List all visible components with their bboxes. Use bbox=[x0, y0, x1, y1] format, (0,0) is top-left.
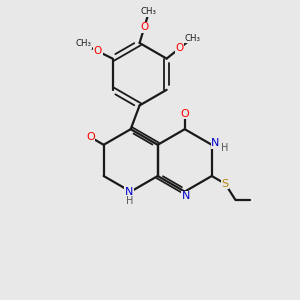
Text: O: O bbox=[94, 46, 102, 56]
Text: H: H bbox=[221, 143, 229, 153]
Text: O: O bbox=[86, 132, 94, 142]
Text: CH₃: CH₃ bbox=[75, 40, 91, 49]
Text: O: O bbox=[180, 109, 189, 119]
Text: N: N bbox=[211, 138, 220, 148]
Text: O: O bbox=[175, 44, 184, 53]
Text: N: N bbox=[182, 191, 190, 201]
Text: O: O bbox=[140, 22, 148, 32]
Text: S: S bbox=[222, 179, 229, 189]
Text: N: N bbox=[125, 187, 134, 196]
Text: CH₃: CH₃ bbox=[184, 34, 200, 43]
Text: H: H bbox=[125, 196, 133, 206]
Text: CH₃: CH₃ bbox=[141, 7, 157, 16]
